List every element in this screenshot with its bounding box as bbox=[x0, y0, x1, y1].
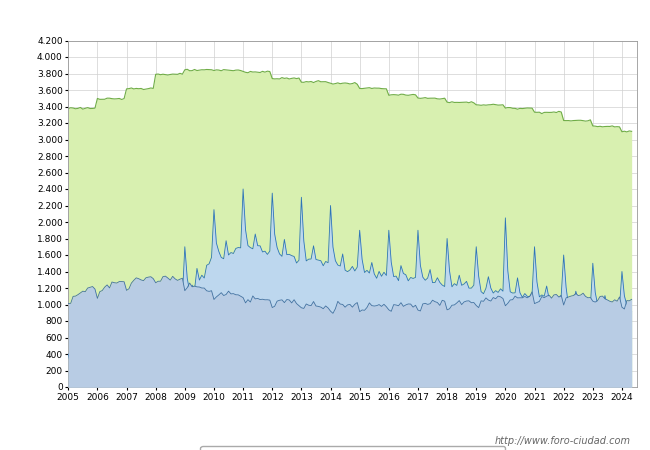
Text: http://www.foro-ciudad.com: http://www.foro-ciudad.com bbox=[495, 436, 630, 446]
Legend: Ocupados, Parados, Hab. entre 16-64: Ocupados, Parados, Hab. entre 16-64 bbox=[200, 446, 505, 450]
Text: La Puebla de Almoradiel  -  Evolucion de la poblacion en edad de Trabajar Mayo d: La Puebla de Almoradiel - Evolucion de l… bbox=[30, 13, 620, 26]
